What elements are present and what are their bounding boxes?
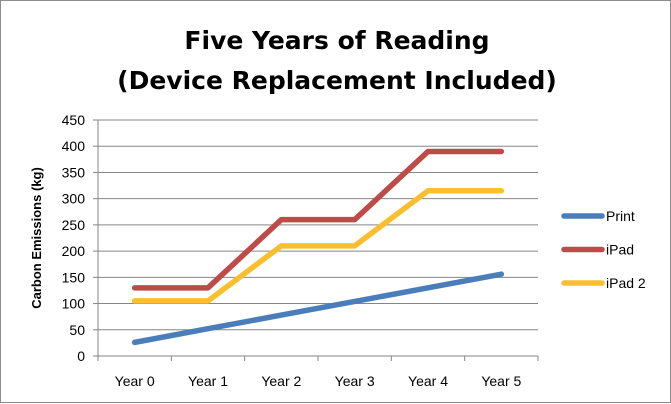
x-tick-label: Year 2 — [261, 373, 301, 389]
series-line-ipad — [135, 151, 502, 287]
x-tick-label: Year 5 — [481, 373, 521, 389]
legend-label: Print — [606, 208, 635, 224]
y-axis-label: Carbon Emissions (kg) — [29, 167, 44, 309]
x-tick-label: Year 4 — [408, 373, 448, 389]
x-tick-label: Year 1 — [188, 373, 228, 389]
y-tick-label: 300 — [62, 191, 86, 207]
y-tick-label: 50 — [69, 322, 85, 338]
series-line-print — [135, 274, 502, 342]
legend-label: iPad 2 — [606, 275, 646, 291]
y-tick-label: 200 — [62, 243, 86, 259]
y-tick-label: 0 — [77, 348, 85, 364]
y-tick-label: 400 — [62, 138, 86, 154]
y-tick-label: 350 — [62, 164, 86, 180]
legend-label: iPad — [606, 242, 634, 258]
chart-title-line-1: Five Years of Reading — [184, 26, 489, 55]
x-tick-label: Year 3 — [335, 373, 375, 389]
y-tick-label: 250 — [62, 217, 86, 233]
chart-title-line-2: (Device Replacement Included) — [117, 66, 557, 95]
y-tick-label: 150 — [62, 269, 86, 285]
x-tick-label: Year 0 — [115, 373, 155, 389]
y-tick-label: 100 — [62, 296, 86, 312]
y-tick-label: 450 — [62, 112, 86, 128]
